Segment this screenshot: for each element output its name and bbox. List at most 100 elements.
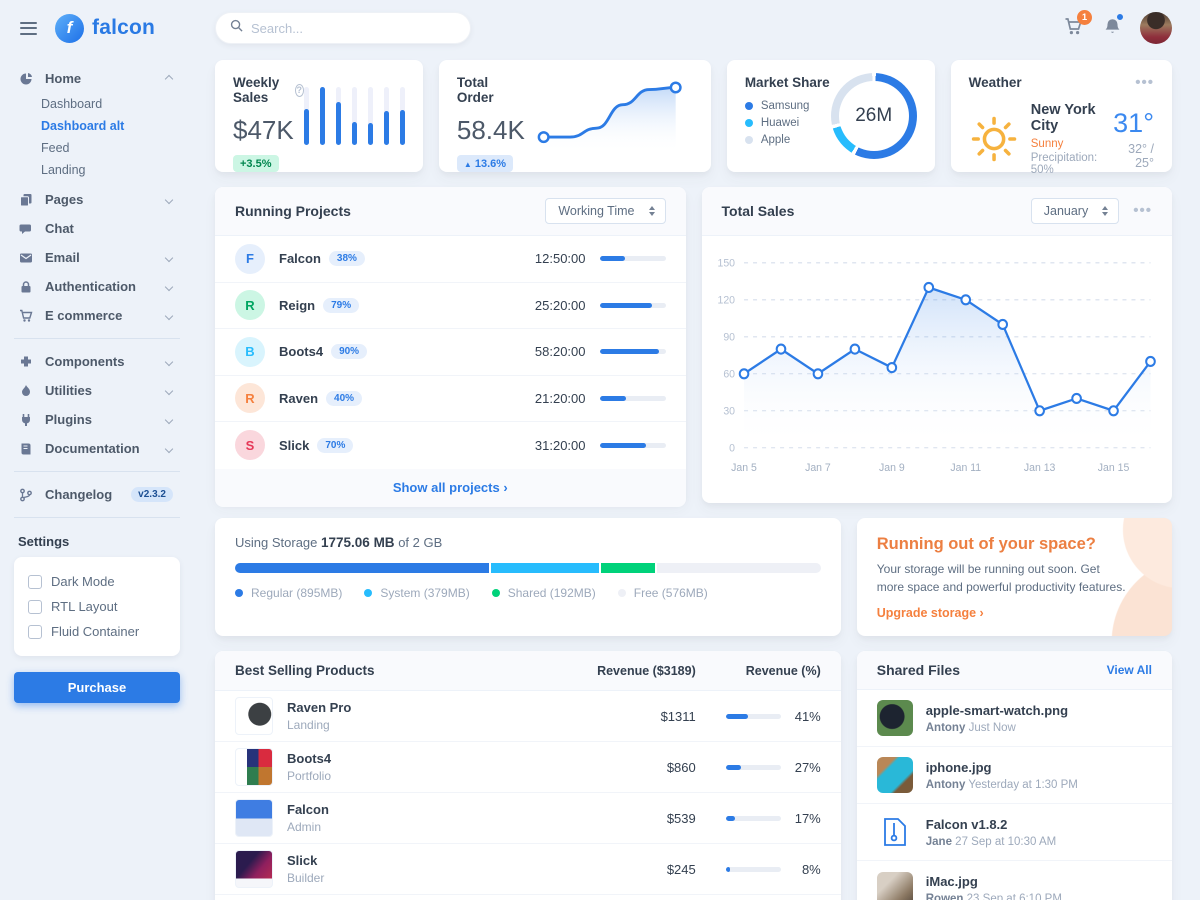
sidebar: f falcon Home Dashboard Dashboard alt Fe… bbox=[0, 0, 196, 900]
weekly-sales-bar-chart bbox=[303, 87, 405, 145]
svg-text:0: 0 bbox=[729, 442, 735, 454]
running-projects-card: Running Projects Working Time F Falcon 3… bbox=[215, 187, 686, 507]
dark-mode-toggle[interactable]: Dark Mode bbox=[26, 569, 168, 594]
sidebar-item-pages[interactable]: Pages bbox=[14, 185, 186, 214]
logo[interactable]: f falcon bbox=[55, 13, 156, 43]
market-share-legend: Samsung Huawei Apple bbox=[744, 100, 830, 146]
file-thumbnail bbox=[876, 700, 913, 736]
legend-item: Shared (192MB) bbox=[491, 586, 596, 600]
sidebar-item-dashboard-alt[interactable]: Dashboard alt bbox=[41, 119, 125, 133]
project-row[interactable]: B Boots4 90% 58:20:00 bbox=[215, 329, 686, 376]
search-box[interactable] bbox=[215, 12, 471, 44]
progress-bar bbox=[725, 713, 781, 719]
working-time-select[interactable]: Working Time bbox=[545, 198, 666, 224]
cart-button[interactable]: 1 bbox=[1062, 10, 1092, 41]
help-icon[interactable]: ? bbox=[294, 83, 304, 97]
progress-bar bbox=[725, 815, 781, 821]
sidebar-item-dashboard[interactable]: Dashboard bbox=[41, 97, 103, 111]
sidebar-item-landing[interactable]: Landing bbox=[41, 163, 86, 177]
trend-badge: ▲ 13.6% bbox=[456, 155, 514, 172]
legend-item: Regular (895MB) bbox=[235, 586, 342, 600]
fluid-container-toggle[interactable]: Fluid Container bbox=[26, 619, 168, 644]
sun-icon bbox=[971, 116, 1016, 162]
sort-arrows-icon bbox=[1102, 206, 1109, 216]
project-row[interactable]: R Reign 79% 25:20:00 bbox=[215, 283, 686, 329]
progress-bar bbox=[599, 349, 666, 355]
list-item[interactable]: apple-smart-watch.png Antony Just Now bbox=[856, 690, 1172, 747]
sidebar-item-feed[interactable]: Feed bbox=[41, 141, 70, 155]
legend-dot bbox=[744, 136, 753, 144]
chevron-down-icon bbox=[164, 282, 174, 291]
card-title: Weather bbox=[968, 75, 1022, 90]
topbar: 1 bbox=[215, 0, 1172, 56]
search-input[interactable] bbox=[251, 20, 456, 36]
table-row[interactable]: Slick Builder $245 8% bbox=[215, 844, 841, 895]
sidebar-item-plugins[interactable]: Plugins bbox=[14, 405, 186, 434]
checkbox-icon[interactable] bbox=[28, 574, 42, 589]
project-row[interactable]: S Slick 70% 31:20:00 bbox=[215, 422, 686, 469]
fire-icon bbox=[18, 384, 34, 398]
table-row[interactable]: Falcon Admin $539 17% bbox=[215, 793, 841, 844]
project-row[interactable]: R Raven 40% 21:20:00 bbox=[215, 376, 686, 422]
weather-temp: 31° bbox=[1113, 108, 1154, 138]
upgrade-storage-link[interactable]: Upgrade storage › bbox=[876, 606, 984, 620]
svg-text:Jan 13: Jan 13 bbox=[1023, 462, 1055, 474]
ellipsis-menu-icon[interactable]: ••• bbox=[1135, 73, 1154, 91]
project-avatar: F bbox=[235, 243, 265, 274]
revenue-column-header: Revenue ($3189) bbox=[597, 663, 696, 678]
files-list: apple-smart-watch.png Antony Just Now iph… bbox=[856, 690, 1172, 900]
sidebar-item-chat[interactable]: Chat bbox=[14, 214, 186, 243]
rtl-layout-toggle[interactable]: RTL Layout bbox=[26, 594, 168, 619]
storage-usage-bar bbox=[235, 563, 821, 573]
list-item[interactable]: iphone.jpg Antony Yesterday at 1:30 PM bbox=[856, 747, 1172, 804]
legend-item: Samsung bbox=[744, 100, 830, 112]
list-item[interactable]: Falcon v1.8.2 Jane 27 Sep at 10:30 AM bbox=[856, 804, 1172, 861]
checkbox-icon[interactable] bbox=[28, 624, 42, 639]
legend-item: Free (576MB) bbox=[617, 586, 708, 600]
svg-text:60: 60 bbox=[723, 368, 735, 380]
table-row[interactable] bbox=[215, 895, 841, 900]
lock-icon bbox=[18, 280, 34, 294]
show-all-projects-link[interactable]: Show all projects › bbox=[392, 479, 508, 495]
table-row[interactable]: Raven Pro Landing $1311 41% bbox=[215, 691, 841, 742]
svg-text:Jan 11: Jan 11 bbox=[950, 462, 981, 474]
project-avatar: R bbox=[235, 290, 265, 321]
sidebar-item-utilities[interactable]: Utilities bbox=[14, 376, 186, 405]
sidebar-item-documentation[interactable]: Documentation bbox=[14, 434, 186, 463]
progress-bar bbox=[725, 764, 781, 770]
project-avatar: S bbox=[235, 430, 265, 461]
sidebar-nav: Home Dashboard Dashboard alt Feed Landin… bbox=[14, 56, 196, 703]
sidebar-item-components[interactable]: Components bbox=[14, 347, 186, 376]
card-title: Total Sales bbox=[721, 203, 795, 219]
chevron-down-icon bbox=[164, 357, 174, 366]
svg-text:Jan 7: Jan 7 bbox=[805, 462, 831, 474]
percent-badge: 79% bbox=[323, 297, 360, 313]
sidebar-item-ecommerce[interactable]: E commerce bbox=[14, 301, 186, 330]
sidebar-item-changelog[interactable]: Changelog v2.3.2 bbox=[14, 480, 186, 509]
checkbox-icon[interactable] bbox=[28, 599, 42, 614]
storage-segment bbox=[235, 563, 490, 573]
falcon-logo-icon: f bbox=[55, 13, 84, 43]
purchase-button[interactable]: Purchase bbox=[14, 672, 180, 703]
settings-panel: Dark Mode RTL Layout Fluid Container bbox=[14, 557, 180, 656]
table-row[interactable]: Boots4 Portfolio $860 27% bbox=[215, 742, 841, 793]
hamburger-menu-icon[interactable] bbox=[16, 18, 41, 39]
middle-row: Running Projects Working Time F Falcon 3… bbox=[215, 187, 1172, 507]
card-title: Total Order bbox=[456, 75, 494, 105]
month-select[interactable]: January bbox=[1030, 198, 1120, 224]
logo-text: falcon bbox=[92, 16, 156, 39]
sidebar-item-authentication[interactable]: Authentication bbox=[14, 272, 186, 301]
svg-text:150: 150 bbox=[717, 257, 735, 269]
total-order-sparkline bbox=[538, 81, 683, 154]
sidebar-item-email[interactable]: Email bbox=[14, 243, 186, 272]
file-thumbnail bbox=[876, 871, 913, 900]
sidebar-item-home[interactable]: Home bbox=[14, 64, 186, 93]
view-all-link[interactable]: View All bbox=[1106, 663, 1152, 677]
project-row[interactable]: F Falcon 38% 12:50:00 bbox=[215, 236, 686, 283]
ellipsis-menu-icon[interactable]: ••• bbox=[1133, 202, 1152, 219]
percent-badge: 70% bbox=[317, 437, 354, 453]
notifications-button[interactable] bbox=[1101, 13, 1124, 41]
legend-dot bbox=[744, 102, 753, 110]
user-avatar[interactable] bbox=[1140, 12, 1172, 44]
list-item[interactable]: iMac.jpg Rowen 23 Sep at 6:10 PM bbox=[857, 861, 1172, 900]
